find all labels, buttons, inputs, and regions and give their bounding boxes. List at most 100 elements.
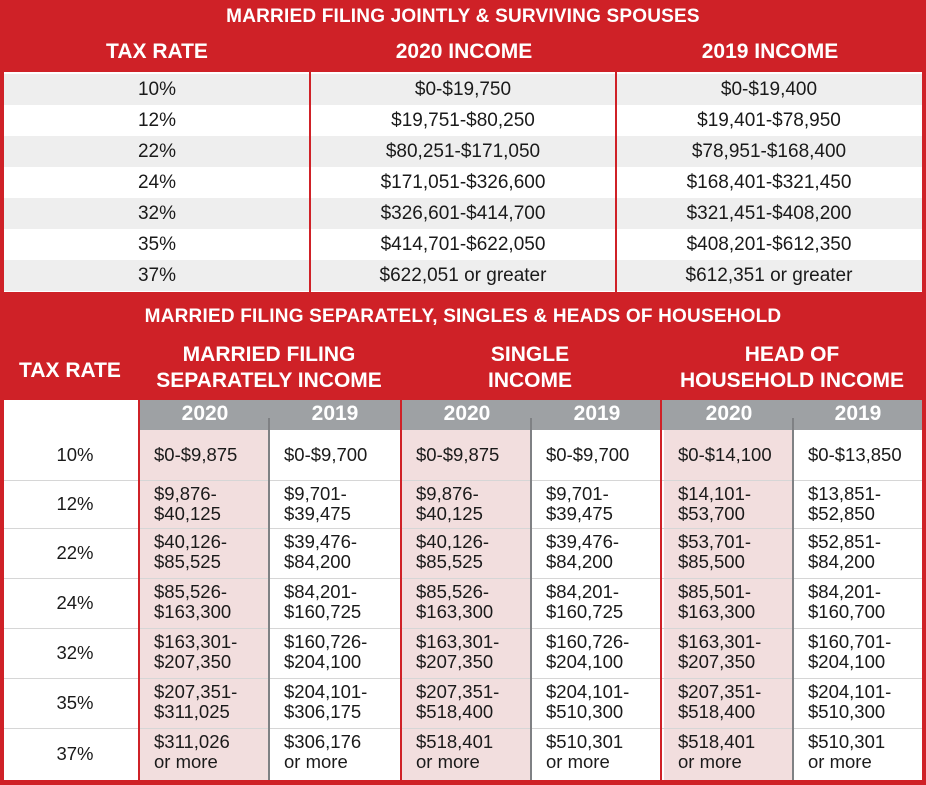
s1-header-tax-rate: TAX RATE — [106, 40, 208, 63]
s2-group-single-line1: SINGLE — [490, 343, 570, 366]
s2-income-cell: $39,476- $84,200 — [284, 531, 358, 572]
s2-income-cell: $13,851- $52,850 — [808, 483, 882, 524]
s2-income-cell: $0-$14,100 — [678, 444, 772, 465]
s1-cell-col1: $622,051 or greater — [379, 264, 547, 286]
s2-group-divider — [660, 340, 662, 780]
s1-cell-col0: 22% — [137, 140, 177, 162]
s2-income-cell: $9,701- $39,475 — [284, 483, 351, 524]
s1-col-divider — [309, 72, 311, 292]
s2-income-cell: $204,101- $306,175 — [284, 681, 368, 722]
s2-income-cell: $207,351- $518,400 — [416, 681, 500, 722]
s2-group-divider — [400, 340, 402, 780]
s1-cell-col2: $19,401-$78,950 — [697, 109, 841, 131]
s1-cell-col2: $78,951-$168,400 — [691, 140, 847, 162]
s2-year-label: 2019 — [573, 402, 621, 425]
s2-group-hoh-line2: HOUSEHOLD INCOME — [679, 369, 904, 392]
s1-cell-col0: 24% — [137, 171, 177, 193]
s2-income-cell: $207,351- $311,025 — [154, 681, 238, 722]
s2-2020-highlight — [402, 430, 532, 780]
s1-cell-col1: $326,601-$414,700 — [380, 202, 546, 224]
s1-table-row: 35% $414,701-$622,050 $408,201-$612,350 — [4, 229, 922, 260]
s2-income-cell: $0-$9,875 — [154, 444, 238, 465]
s1-header-2019-income: 2019 INCOME — [701, 40, 839, 63]
s2-income-cell: $0-$13,850 — [808, 444, 902, 465]
s2-group-divider — [138, 400, 140, 780]
s2-income-cell: $84,201- $160,725 — [284, 581, 362, 622]
s2-group-mfs-line1: MARRIED FILING — [182, 343, 356, 366]
s2-rate-cell: 35% — [56, 692, 94, 713]
s2-income-cell: $52,851- $84,200 — [808, 531, 882, 572]
s2-income-cell: $160,726- $204,100 — [546, 631, 630, 672]
s2-income-cell: $84,201- $160,700 — [808, 581, 886, 622]
s2-income-cell: $84,201- $160,725 — [546, 581, 624, 622]
s2-income-cell: $14,101- $53,700 — [678, 483, 752, 524]
s2-income-cell: $9,876- $40,125 — [416, 483, 483, 524]
s1-header-2020-income: 2020 INCOME — [395, 40, 533, 63]
s2-income-cell: $0-$9,700 — [546, 444, 630, 465]
s1-table-row: 37% $622,051 or greater $612,351 or greate… — [4, 260, 922, 291]
s2-income-cell: $510,301 or more — [546, 731, 624, 772]
s2-year-divider — [792, 418, 794, 780]
s1-cell-col1: $414,701-$622,050 — [380, 233, 546, 255]
s2-income-cell: $510,301 or more — [808, 731, 886, 772]
s2-income-cell: $85,501- $163,300 — [678, 581, 756, 622]
s2-income-cell: $163,301- $207,350 — [154, 631, 238, 672]
s1-cell-col0: 10% — [137, 78, 177, 100]
s1-cell-col1: $171,051-$326,600 — [380, 171, 546, 193]
s2-income-cell: $0-$9,875 — [416, 444, 500, 465]
s2-group-hoh: HEAD OF HOUSEHOLD INCOME — [662, 342, 922, 398]
s2-income-cell: $163,301- $207,350 — [416, 631, 500, 672]
s2-income-cell: $207,351- $518,400 — [678, 681, 762, 722]
s2-row-divider — [4, 480, 922, 481]
s2-row-divider — [4, 578, 922, 579]
s1-cell-col0: 37% — [137, 264, 177, 286]
s2-group-mfs: MARRIED FILING SEPARATELY INCOME — [140, 342, 398, 398]
s1-table-body: 10% $0-$19,750 $0-$19,400 12% $19,751-$80,25… — [4, 72, 922, 292]
s2-year-label: 2019 — [834, 402, 882, 425]
s2-year-label: 2020 — [443, 402, 491, 425]
s2-row-divider — [4, 728, 922, 729]
s2-year-label: 2020 — [705, 402, 753, 425]
s1-cell-col0: 35% — [137, 233, 177, 255]
section2-title: MARRIED FILING SEPARATELY, SINGLES & HEA… — [144, 306, 782, 327]
s1-cell-col0: 32% — [137, 202, 177, 224]
s2-income-cell: $306,176 or more — [284, 731, 362, 772]
s2-2020-highlight — [664, 430, 794, 780]
s2-year-label: 2019 — [311, 402, 359, 425]
s2-group-hoh-line1: HEAD OF — [744, 343, 840, 366]
s2-rate-cell: 37% — [56, 743, 94, 764]
s1-table-row: 22% $80,251-$171,050 $78,951-$168,400 — [4, 136, 922, 167]
s2-income-cell: $518,401 or more — [678, 731, 756, 772]
s2-income-cell: $0-$9,700 — [284, 444, 368, 465]
s2-income-cell: $9,701- $39,475 — [546, 483, 613, 524]
s2-income-cell: $204,101- $510,300 — [808, 681, 892, 722]
s2-income-cell: $518,401 or more — [416, 731, 494, 772]
s2-group-mfs-line2: SEPARATELY INCOME — [156, 369, 382, 392]
s1-cell-col2: $0-$19,400 — [720, 78, 818, 100]
s1-cell-col1: $19,751-$80,250 — [391, 109, 535, 131]
s2-income-cell: $40,126- $85,525 — [154, 531, 228, 572]
s1-cell-col2: $321,451-$408,200 — [686, 202, 852, 224]
s2-income-cell: $9,876- $40,125 — [154, 483, 221, 524]
s2-income-cell: $160,726- $204,100 — [284, 631, 368, 672]
s2-group-single-line2: INCOME — [488, 369, 572, 392]
s1-table-row: 10% $0-$19,750 $0-$19,400 — [4, 74, 922, 105]
s2-income-cell: $85,526- $163,300 — [154, 581, 232, 622]
s1-cell-col2: $408,201-$612,350 — [686, 233, 852, 255]
s2-row-divider — [4, 678, 922, 679]
s2-income-cell: $53,701- $85,500 — [678, 531, 752, 572]
s1-table-row: 32% $326,601-$414,700 $321,451-$408,200 — [4, 198, 922, 229]
s2-income-cell: $39,476- $84,200 — [546, 531, 620, 572]
s2-row-divider — [4, 628, 922, 629]
s2-income-cell: $311,026 or more — [154, 731, 230, 772]
s1-cell-col2: $612,351 or greater — [685, 264, 853, 286]
s2-2020-highlight — [140, 430, 270, 780]
s2-tax-rate-label: TAX RATE — [19, 359, 121, 382]
s2-group-single: SINGLE INCOME — [402, 342, 658, 398]
s1-col-divider — [615, 72, 617, 292]
s2-year-label: 2020 — [181, 402, 229, 425]
s1-cell-col0: 12% — [137, 109, 177, 131]
s2-rate-cell: 24% — [56, 592, 94, 613]
s2-year-divider — [530, 418, 532, 780]
s2-header-tax-rate: TAX RATE — [4, 340, 136, 402]
